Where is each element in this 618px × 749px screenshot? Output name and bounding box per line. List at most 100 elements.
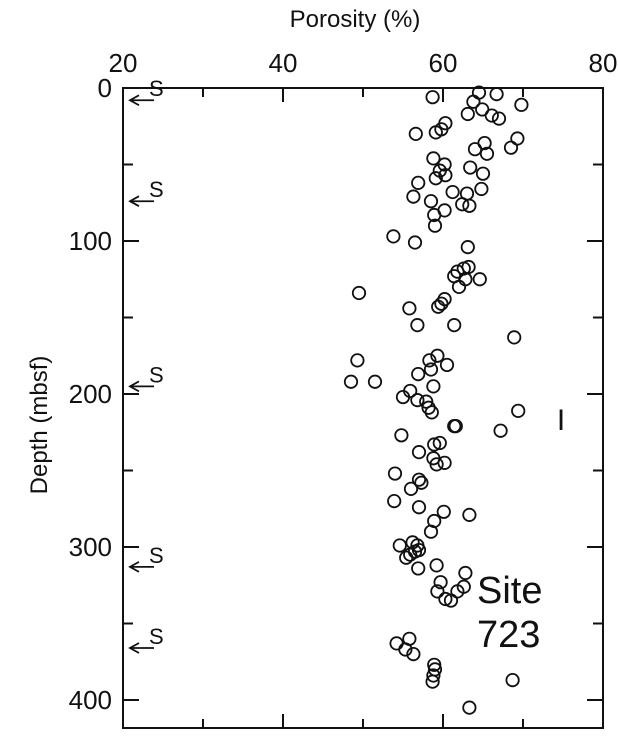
data-point bbox=[389, 636, 404, 651]
data-point bbox=[510, 131, 525, 146]
y-tick-label: 300 bbox=[69, 532, 112, 562]
data-point bbox=[462, 700, 477, 715]
s-marker-arrowhead bbox=[128, 561, 140, 573]
s-marker-label: S bbox=[149, 624, 164, 649]
data-point bbox=[411, 500, 427, 515]
data-point bbox=[433, 575, 448, 590]
data-point bbox=[408, 126, 423, 141]
data-point bbox=[428, 171, 443, 186]
data-point bbox=[423, 524, 439, 539]
data-point bbox=[438, 591, 453, 607]
data-point bbox=[430, 584, 445, 599]
site-number-label: 723 bbox=[477, 614, 540, 656]
data-point bbox=[458, 565, 473, 581]
data-point bbox=[426, 668, 441, 683]
data-point bbox=[414, 475, 429, 490]
data-point bbox=[425, 674, 440, 689]
data-point bbox=[407, 235, 423, 250]
data-point bbox=[422, 353, 437, 368]
data-point bbox=[394, 428, 409, 443]
data-point bbox=[460, 106, 475, 122]
data-point bbox=[403, 547, 418, 562]
s-marker-arrowhead bbox=[128, 195, 140, 208]
data-point bbox=[419, 394, 434, 409]
data-point bbox=[474, 181, 489, 197]
data-point bbox=[431, 299, 446, 314]
y-tick-label: 100 bbox=[69, 226, 112, 256]
data-point bbox=[447, 318, 462, 333]
data-point bbox=[406, 646, 421, 662]
data-point bbox=[423, 194, 439, 209]
y-tick-label: 0 bbox=[98, 73, 112, 103]
y-axis-ticks: 0 100 200 300 400 bbox=[69, 73, 603, 715]
data-point bbox=[430, 348, 445, 363]
s-marker-label: S bbox=[149, 543, 164, 568]
x-tick-label: 40 bbox=[269, 48, 298, 78]
data-point bbox=[387, 466, 403, 481]
data-point bbox=[432, 435, 447, 451]
data-point bbox=[455, 197, 470, 212]
x-axis-ticks: 20 40 60 80 bbox=[109, 48, 617, 728]
data-point bbox=[386, 229, 401, 244]
data-point bbox=[398, 642, 413, 657]
s-marker-arrowhead bbox=[128, 380, 140, 393]
x-tick-label: 20 bbox=[109, 48, 138, 78]
data-point bbox=[463, 160, 478, 175]
data-point bbox=[411, 561, 426, 576]
data-point bbox=[462, 507, 477, 522]
data-point bbox=[427, 218, 443, 233]
data-point bbox=[411, 472, 427, 487]
data-point bbox=[406, 189, 421, 204]
data-point bbox=[392, 538, 407, 553]
data-point bbox=[443, 593, 459, 608]
data-point bbox=[438, 168, 453, 183]
data-point bbox=[456, 261, 471, 276]
data-point bbox=[343, 374, 359, 389]
data-point bbox=[424, 405, 439, 420]
data-point bbox=[511, 403, 526, 418]
data-point bbox=[475, 166, 491, 181]
data-point bbox=[426, 379, 441, 394]
data-points bbox=[343, 85, 529, 715]
data-point bbox=[484, 108, 499, 123]
data-point bbox=[411, 367, 426, 382]
x-axis-title: Porosity (%) bbox=[290, 6, 421, 33]
data-point bbox=[466, 94, 481, 109]
data-point bbox=[425, 90, 440, 105]
data-point bbox=[507, 330, 522, 345]
site-label: Site bbox=[477, 570, 542, 612]
data-point bbox=[351, 285, 367, 301]
data-point bbox=[429, 558, 444, 573]
data-point bbox=[451, 279, 467, 294]
data-point bbox=[428, 125, 443, 140]
x-tick-label: 60 bbox=[429, 48, 458, 78]
s-marker-arrowhead bbox=[128, 642, 140, 654]
data-point bbox=[439, 357, 455, 373]
s-markers: S S S S S bbox=[128, 76, 164, 654]
data-point bbox=[403, 481, 419, 496]
data-point bbox=[437, 455, 452, 470]
data-point bbox=[423, 362, 439, 377]
s-marker-label: S bbox=[149, 362, 164, 387]
data-point bbox=[489, 87, 504, 102]
s-marker-arrowhead bbox=[128, 94, 140, 107]
data-point bbox=[427, 437, 442, 452]
data-point bbox=[472, 272, 487, 287]
y-tick-label: 200 bbox=[69, 379, 112, 409]
data-point bbox=[427, 207, 442, 223]
data-point bbox=[445, 184, 460, 200]
data-point bbox=[434, 296, 449, 311]
data-point bbox=[410, 393, 425, 408]
data-point bbox=[426, 151, 441, 166]
data-point bbox=[460, 240, 475, 255]
data-point bbox=[402, 301, 417, 316]
data-point bbox=[410, 318, 425, 333]
data-point bbox=[514, 97, 529, 112]
unit-marker-label: I bbox=[557, 404, 565, 437]
s-marker-label: S bbox=[149, 76, 164, 101]
data-point bbox=[491, 111, 507, 126]
data-point bbox=[395, 389, 411, 405]
data-point bbox=[350, 353, 365, 368]
data-point bbox=[367, 374, 383, 389]
data-point bbox=[462, 198, 477, 213]
